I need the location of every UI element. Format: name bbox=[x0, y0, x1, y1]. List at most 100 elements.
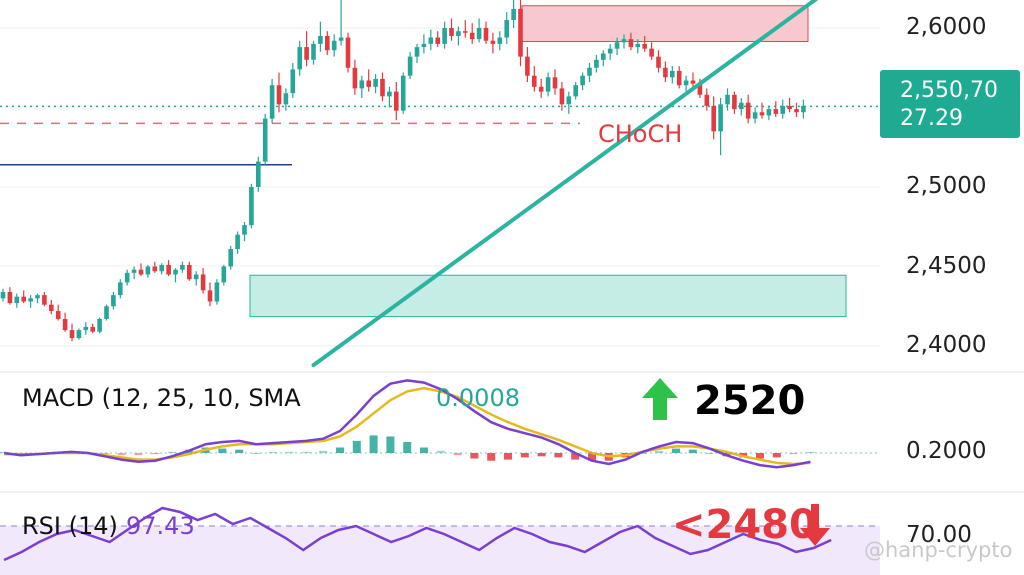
price-tick: 2,4000 bbox=[906, 332, 987, 358]
macd-histogram-bar bbox=[487, 453, 496, 461]
macd-histogram-bar bbox=[403, 442, 412, 453]
macd-histogram-bar bbox=[520, 453, 529, 458]
candle-body bbox=[614, 42, 620, 49]
candle-body bbox=[718, 104, 723, 132]
last-price-value: 2,550,70 bbox=[900, 78, 998, 103]
macd-histogram-bar bbox=[285, 451, 294, 453]
candle-body bbox=[290, 69, 296, 94]
candle-body bbox=[759, 112, 765, 116]
macd-histogram-bar bbox=[100, 453, 109, 455]
candle-body bbox=[704, 94, 710, 106]
candle-body bbox=[345, 37, 351, 68]
candle-body bbox=[690, 80, 696, 84]
candle-body bbox=[607, 48, 613, 54]
macd-histogram-bar bbox=[789, 453, 798, 455]
candle-body bbox=[325, 35, 330, 51]
macd-histogram-bar bbox=[504, 453, 512, 460]
candle-body bbox=[145, 266, 151, 275]
trendline bbox=[311, 0, 819, 368]
macd-histogram-bar bbox=[638, 453, 647, 454]
macd-histogram-bar bbox=[117, 453, 126, 456]
macd-histogram-bar bbox=[134, 453, 143, 456]
candle-body bbox=[732, 94, 737, 110]
candle-body bbox=[670, 70, 675, 78]
last-price-badge: 2,550,70 27.29 bbox=[880, 70, 1020, 138]
candle-body bbox=[449, 28, 454, 36]
arrows bbox=[642, 378, 830, 546]
candle-body bbox=[200, 274, 206, 291]
candle-body bbox=[62, 318, 68, 331]
candle-body bbox=[711, 105, 716, 132]
macd-histogram-bar bbox=[772, 453, 781, 458]
candle-body bbox=[187, 264, 192, 280]
candle-body bbox=[559, 88, 565, 105]
candle-body bbox=[511, 8, 516, 21]
candle-body bbox=[490, 40, 496, 44]
candle-body bbox=[352, 67, 358, 89]
candle-body bbox=[69, 330, 75, 339]
rsi-line bbox=[3, 506, 832, 562]
macd-histogram-bar bbox=[453, 453, 462, 456]
candle-body bbox=[118, 282, 123, 296]
candle-body bbox=[269, 85, 275, 119]
candle-body bbox=[497, 37, 503, 44]
macd-histogram-bar bbox=[756, 453, 764, 459]
candle-body bbox=[42, 295, 47, 305]
up-arrow-icon bbox=[642, 378, 678, 420]
down-target-value: <2480 bbox=[672, 502, 817, 548]
candle-body bbox=[331, 40, 337, 51]
candle-body bbox=[594, 59, 599, 68]
rsi-label: RSI (14) bbox=[22, 512, 118, 540]
candle-body bbox=[366, 80, 371, 87]
candle-body bbox=[635, 43, 641, 48]
candle-body bbox=[745, 102, 751, 119]
choch-label: CHoCH bbox=[598, 120, 683, 148]
price-tick: 2,6000 bbox=[906, 14, 987, 40]
candles bbox=[0, 0, 806, 342]
candle-body bbox=[14, 296, 20, 304]
candle-body bbox=[525, 56, 530, 76]
macd-histogram-bar bbox=[571, 453, 580, 460]
candle-body bbox=[476, 28, 482, 40]
candle-body bbox=[552, 77, 558, 89]
candle-body bbox=[697, 83, 703, 95]
candle-body bbox=[752, 112, 758, 119]
candle-body bbox=[283, 93, 289, 105]
candle-body bbox=[228, 249, 233, 267]
macd-histogram-bar bbox=[655, 450, 664, 453]
candle-body bbox=[131, 269, 137, 273]
candle-body bbox=[621, 39, 627, 43]
candle-body bbox=[28, 298, 33, 302]
macd-histogram-bar bbox=[369, 435, 378, 453]
macd-histogram-bar bbox=[436, 450, 445, 453]
macd-tick: 0.2000 bbox=[906, 438, 987, 464]
candle-body bbox=[801, 105, 806, 113]
candle-body bbox=[725, 94, 730, 105]
grid bbox=[0, 27, 1024, 493]
candle-body bbox=[642, 43, 647, 49]
candle-body bbox=[35, 295, 40, 299]
macd-histogram-bar bbox=[268, 451, 277, 453]
candle-body bbox=[311, 43, 316, 60]
macd-label: MACD (12, 25, 10, SMA bbox=[22, 384, 301, 412]
candle-body bbox=[566, 96, 572, 105]
candle-body bbox=[166, 264, 171, 275]
candle-body bbox=[249, 187, 254, 226]
candle-body bbox=[573, 85, 578, 97]
candle-body bbox=[124, 272, 130, 283]
macd-value: 0.0008 bbox=[436, 384, 520, 412]
demand-zone bbox=[249, 274, 847, 318]
candle-body bbox=[628, 39, 634, 48]
candle-body bbox=[580, 75, 585, 86]
candle-body bbox=[0, 291, 6, 299]
trendline-layer bbox=[311, 0, 819, 368]
candle-body bbox=[262, 118, 268, 162]
candle-body bbox=[407, 56, 413, 76]
candle-body bbox=[180, 264, 185, 270]
candle-body bbox=[138, 269, 144, 275]
candle-body bbox=[90, 326, 95, 332]
macd-histogram-bar bbox=[588, 453, 596, 461]
candle-body bbox=[173, 269, 178, 275]
macd-histogram-bar bbox=[235, 449, 244, 453]
candle-body bbox=[304, 47, 309, 60]
